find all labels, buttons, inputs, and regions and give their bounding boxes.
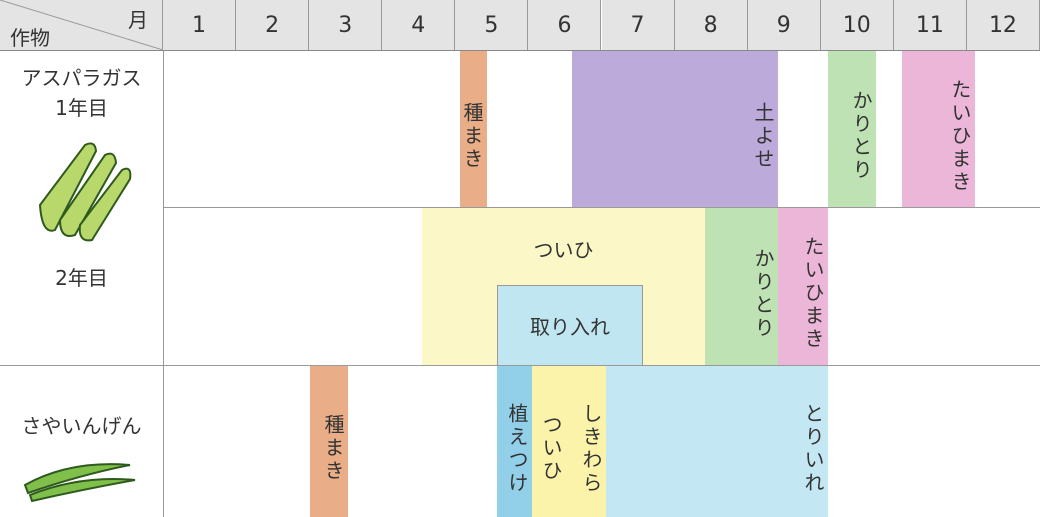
activity: 種まき [310, 366, 348, 517]
month-header: 10 [820, 0, 894, 50]
month-label: 月 [128, 8, 148, 32]
activity: たいひまき [902, 51, 975, 207]
activity: かりとり [828, 51, 876, 207]
month-header: 6 [528, 0, 602, 50]
activity: 土よせ [572, 51, 778, 207]
month-header: 1 [163, 0, 237, 50]
month-header: 8 [674, 0, 748, 50]
asparagus-illustration [38, 142, 132, 242]
activity: しきわら [566, 366, 606, 517]
corner-cell: 月 作物 [0, 0, 163, 50]
row-line [0, 365, 1040, 366]
crop-label: 作物 [10, 26, 50, 50]
stage-label: 1年目 [55, 96, 108, 120]
crop-name: アスパラガス [21, 66, 142, 90]
bean-illustration [23, 463, 136, 503]
activity: たいひまき [778, 208, 828, 365]
month-header: 2 [236, 0, 310, 50]
column-line [163, 50, 164, 517]
activity: とりいれ [606, 366, 828, 517]
corner-diagonal [0, 0, 163, 50]
header-line [0, 50, 1040, 51]
month-header: 7 [601, 0, 675, 50]
month-header: 3 [309, 0, 383, 50]
crop-name: さやいんげん [21, 414, 142, 438]
activity: ついひ [532, 366, 566, 517]
stage-label: 2年目 [55, 266, 108, 290]
activity: 取り入れ [497, 285, 643, 365]
month-header: 11 [893, 0, 967, 50]
activity: かりとり [705, 208, 778, 365]
activity: 種まき [460, 51, 487, 207]
activity: 植えつけ [497, 366, 532, 517]
month-header: 12 [966, 0, 1040, 50]
month-header: 9 [747, 0, 821, 50]
month-header: 4 [382, 0, 456, 50]
month-header: 5 [455, 0, 529, 50]
row-line [163, 207, 1040, 208]
